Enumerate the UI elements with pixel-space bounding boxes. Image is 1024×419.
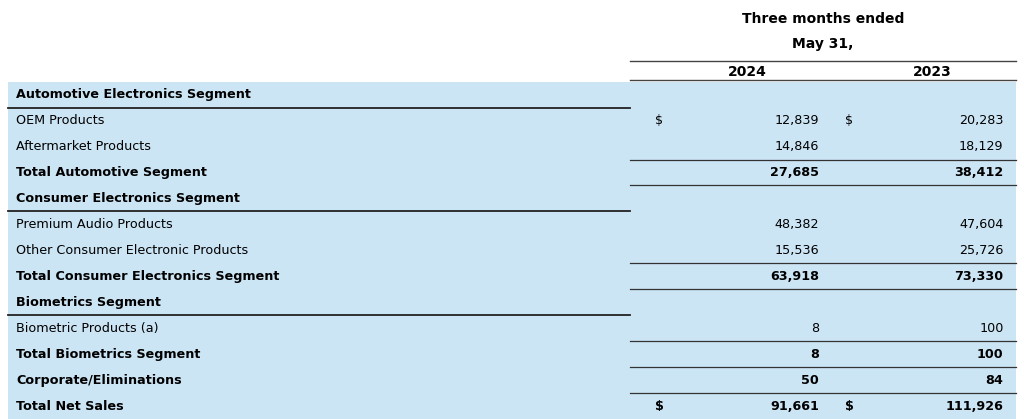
Bar xyxy=(8,212,1016,238)
Text: 8: 8 xyxy=(810,348,819,361)
Text: Three months ended: Three months ended xyxy=(741,12,904,26)
Text: Biometrics Segment: Biometrics Segment xyxy=(16,296,161,309)
Text: 8: 8 xyxy=(811,322,819,335)
Text: $: $ xyxy=(655,400,665,413)
Text: 2024: 2024 xyxy=(728,65,767,79)
Bar xyxy=(8,160,1016,186)
Bar xyxy=(8,341,1016,367)
Bar xyxy=(8,238,1016,263)
Text: 100: 100 xyxy=(979,322,1004,335)
Text: Premium Audio Products: Premium Audio Products xyxy=(16,218,173,231)
Text: Aftermarket Products: Aftermarket Products xyxy=(16,140,152,153)
Text: 25,726: 25,726 xyxy=(959,244,1004,257)
Text: 63,918: 63,918 xyxy=(770,270,819,283)
Text: 18,129: 18,129 xyxy=(959,140,1004,153)
Text: 73,330: 73,330 xyxy=(954,270,1004,283)
Text: Total Net Sales: Total Net Sales xyxy=(16,400,124,413)
Text: 2023: 2023 xyxy=(912,65,951,79)
Text: 27,685: 27,685 xyxy=(770,166,819,179)
Text: 50: 50 xyxy=(802,374,819,387)
Text: 100: 100 xyxy=(977,348,1004,361)
Text: 12,839: 12,839 xyxy=(775,114,819,127)
Text: 14,846: 14,846 xyxy=(775,140,819,153)
Text: Total Biometrics Segment: Total Biometrics Segment xyxy=(16,348,201,361)
Text: 84: 84 xyxy=(986,374,1004,387)
Text: $: $ xyxy=(845,114,853,127)
Bar xyxy=(8,367,1016,393)
Text: $: $ xyxy=(845,400,854,413)
Bar xyxy=(8,289,1016,315)
Bar xyxy=(8,393,1016,419)
Text: Total Consumer Electronics Segment: Total Consumer Electronics Segment xyxy=(16,270,280,283)
Text: May 31,: May 31, xyxy=(793,37,853,51)
Text: Consumer Electronics Segment: Consumer Electronics Segment xyxy=(16,192,241,205)
Text: Biometric Products (a): Biometric Products (a) xyxy=(16,322,159,335)
Bar xyxy=(8,134,1016,160)
Text: Total Automotive Segment: Total Automotive Segment xyxy=(16,166,207,179)
Text: OEM Products: OEM Products xyxy=(16,114,104,127)
Bar xyxy=(8,108,1016,134)
Text: 111,926: 111,926 xyxy=(945,400,1004,413)
Text: 38,412: 38,412 xyxy=(954,166,1004,179)
Bar xyxy=(8,82,1016,108)
Text: 15,536: 15,536 xyxy=(774,244,819,257)
Text: Automotive Electronics Segment: Automotive Electronics Segment xyxy=(16,88,251,101)
Text: 47,604: 47,604 xyxy=(959,218,1004,231)
Bar xyxy=(8,263,1016,289)
Bar xyxy=(8,315,1016,341)
Text: 20,283: 20,283 xyxy=(959,114,1004,127)
Text: 91,661: 91,661 xyxy=(770,400,819,413)
Text: Other Consumer Electronic Products: Other Consumer Electronic Products xyxy=(16,244,249,257)
Text: 48,382: 48,382 xyxy=(775,218,819,231)
Text: Corporate/Eliminations: Corporate/Eliminations xyxy=(16,374,182,387)
Bar xyxy=(8,186,1016,212)
Text: $: $ xyxy=(655,114,664,127)
